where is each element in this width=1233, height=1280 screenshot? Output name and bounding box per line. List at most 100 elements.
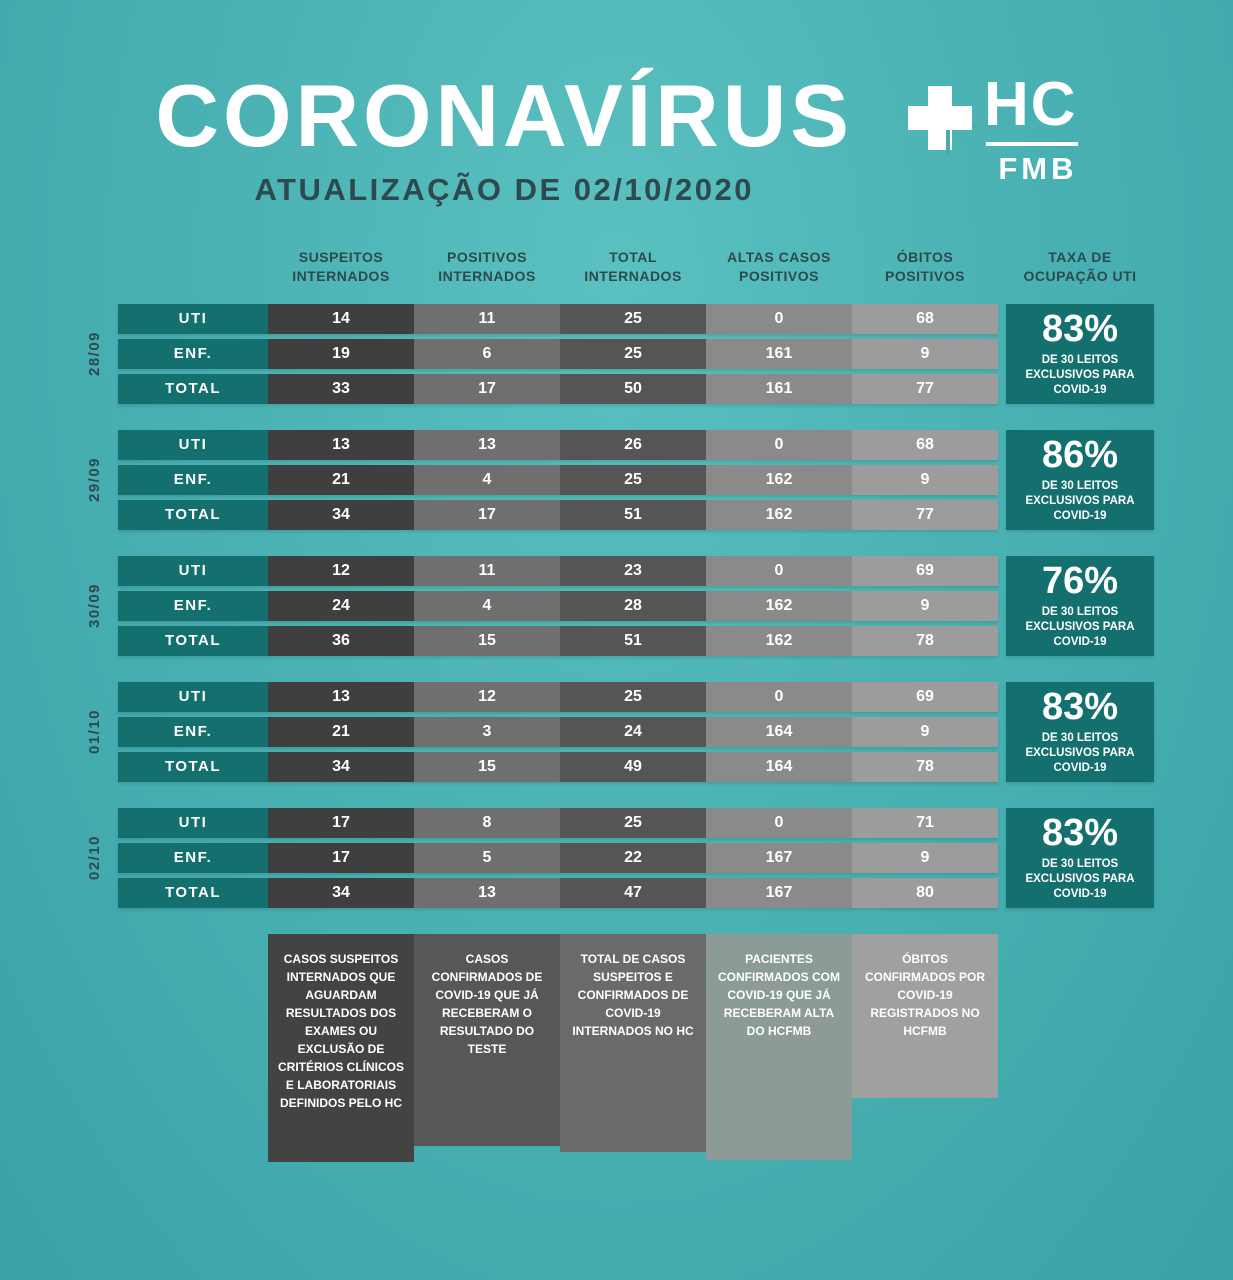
total-internados-cell: 26 bbox=[560, 429, 706, 460]
date-group-29-09: 29/09 UTI 13 13 26 0 68 ENF. 21 4 25 162 bbox=[72, 429, 1154, 530]
suspeitos-cell: 13 bbox=[268, 681, 414, 712]
table-row-total: TOTAL 34 15 49 164 78 bbox=[118, 751, 998, 782]
occupancy-box: 86% DE 30 LEITOS EXCLUSIVOS PARA COVID-1… bbox=[1006, 429, 1154, 530]
positivos-cell: 5 bbox=[414, 842, 560, 873]
table-row-enf: ENF. 17 5 22 167 9 bbox=[118, 842, 998, 873]
occupancy-percent: 76% bbox=[1041, 559, 1119, 602]
group-rows: UTI 14 11 25 0 68 ENF. 19 6 25 161 9 TOT… bbox=[118, 303, 998, 404]
date-column: 30/09 bbox=[72, 556, 118, 656]
total-internados-cell: 49 bbox=[560, 751, 706, 782]
footnote-suspeitos: CASOS SUSPEITOS INTERNADOS QUE AGUARDAM … bbox=[268, 933, 414, 1162]
col-header-positivos: POSITIVOS INTERNADOS bbox=[438, 249, 536, 284]
footnote-total: TOTAL DE CASOS SUSPEITOS E CONFIRMADOS D… bbox=[560, 933, 706, 1152]
suspeitos-cell: 21 bbox=[268, 464, 414, 495]
table-row-uti: UTI 17 8 25 0 71 bbox=[118, 807, 998, 838]
row-label-cell: UTI bbox=[118, 807, 268, 838]
table-row-enf: ENF. 21 3 24 164 9 bbox=[118, 716, 998, 747]
positivos-cell: 15 bbox=[414, 751, 560, 782]
altas-cell: 0 bbox=[706, 555, 852, 586]
suspeitos-cell: 12 bbox=[268, 555, 414, 586]
obitos-cell: 9 bbox=[852, 716, 998, 747]
obitos-cell: 78 bbox=[852, 751, 998, 782]
date-group-28-09: 28/09 UTI 14 11 25 0 68 ENF. 19 6 25 161 bbox=[72, 303, 1154, 404]
obitos-cell: 69 bbox=[852, 555, 998, 586]
obitos-cell: 80 bbox=[852, 877, 998, 908]
obitos-cell: 68 bbox=[852, 429, 998, 460]
altas-cell: 0 bbox=[706, 681, 852, 712]
logo-hc-label: HC bbox=[983, 70, 1078, 139]
date-group-01-10: 01/10 UTI 13 12 25 0 69 ENF. 21 3 24 164 bbox=[72, 681, 1154, 782]
date-group-30-09: 30/09 UTI 12 11 23 0 69 ENF. 24 4 28 162 bbox=[72, 555, 1154, 656]
date-column: 01/10 bbox=[72, 682, 118, 782]
suspeitos-cell: 36 bbox=[268, 625, 414, 656]
positivos-cell: 6 bbox=[414, 338, 560, 369]
page-title: CORONAVÍRUS bbox=[155, 66, 853, 165]
date-column: 02/10 bbox=[72, 808, 118, 908]
col-header-total: TOTAL INTERNADOS bbox=[584, 249, 682, 284]
altas-cell: 167 bbox=[706, 877, 852, 908]
altas-cell: 0 bbox=[706, 429, 852, 460]
hospital-cross-icon bbox=[908, 86, 976, 154]
positivos-cell: 11 bbox=[414, 555, 560, 586]
total-internados-cell: 25 bbox=[560, 464, 706, 495]
table-row-enf: ENF. 24 4 28 162 9 bbox=[118, 590, 998, 621]
occupancy-note: DE 30 LEITOS EXCLUSIVOS PARA COVID-19 bbox=[1025, 731, 1135, 774]
row-label-cell: TOTAL bbox=[118, 373, 268, 404]
occupancy-note: DE 30 LEITOS EXCLUSIVOS PARA COVID-19 bbox=[1025, 857, 1135, 900]
row-label-cell: TOTAL bbox=[118, 751, 268, 782]
altas-cell: 161 bbox=[706, 373, 852, 404]
occupancy-percent: 83% bbox=[1041, 307, 1119, 350]
footnotes: CASOS SUSPEITOS INTERNADOS QUE AGUARDAM … bbox=[72, 933, 1154, 1162]
row-label-cell: ENF. bbox=[118, 590, 268, 621]
date-group-02-10: 02/10 UTI 17 8 25 0 71 ENF. 17 5 22 167 bbox=[72, 807, 1154, 908]
table-row-total: TOTAL 34 17 51 162 77 bbox=[118, 499, 998, 530]
column-headers: SUSPEITOS INTERNADOS POSITIVOS INTERNADO… bbox=[72, 248, 1154, 286]
date-column: 29/09 bbox=[72, 430, 118, 530]
positivos-cell: 13 bbox=[414, 429, 560, 460]
row-label-cell: TOTAL bbox=[118, 625, 268, 656]
row-label-cell: TOTAL bbox=[118, 499, 268, 530]
row-label-cell: UTI bbox=[118, 681, 268, 712]
altas-cell: 161 bbox=[706, 338, 852, 369]
total-internados-cell: 23 bbox=[560, 555, 706, 586]
positivos-cell: 15 bbox=[414, 625, 560, 656]
date-label: 29/09 bbox=[86, 457, 104, 503]
obitos-cell: 9 bbox=[852, 464, 998, 495]
total-internados-cell: 51 bbox=[560, 499, 706, 530]
positivos-cell: 4 bbox=[414, 464, 560, 495]
suspeitos-cell: 21 bbox=[268, 716, 414, 747]
total-internados-cell: 47 bbox=[560, 877, 706, 908]
total-internados-cell: 24 bbox=[560, 716, 706, 747]
row-label-cell: UTI bbox=[118, 303, 268, 334]
total-internados-cell: 50 bbox=[560, 373, 706, 404]
occupancy-note: DE 30 LEITOS EXCLUSIVOS PARA COVID-19 bbox=[1025, 479, 1135, 522]
row-label-cell: ENF. bbox=[118, 464, 268, 495]
obitos-cell: 9 bbox=[852, 842, 998, 873]
altas-cell: 162 bbox=[706, 625, 852, 656]
table-row-uti: UTI 13 13 26 0 68 bbox=[118, 429, 998, 460]
date-label: 28/09 bbox=[86, 331, 104, 377]
suspeitos-cell: 17 bbox=[268, 842, 414, 873]
logo-divider bbox=[985, 141, 1078, 146]
total-internados-cell: 25 bbox=[560, 338, 706, 369]
update-date-subtitle: ATUALIZAÇÃO DE 02/10/2020 bbox=[254, 172, 754, 207]
suspeitos-cell: 33 bbox=[268, 373, 414, 404]
row-label-cell: UTI bbox=[118, 429, 268, 460]
occupancy-box: 83% DE 30 LEITOS EXCLUSIVOS PARA COVID-1… bbox=[1006, 681, 1154, 782]
group-rows: UTI 13 13 26 0 68 ENF. 21 4 25 162 9 TOT… bbox=[118, 429, 998, 530]
row-label-cell: ENF. bbox=[118, 338, 268, 369]
total-internados-cell: 25 bbox=[560, 681, 706, 712]
altas-cell: 167 bbox=[706, 842, 852, 873]
table-row-uti: UTI 12 11 23 0 69 bbox=[118, 555, 998, 586]
total-internados-cell: 22 bbox=[560, 842, 706, 873]
hcfmb-logo: HC FMB bbox=[908, 70, 1078, 187]
total-internados-cell: 25 bbox=[560, 807, 706, 838]
table-row-total: TOTAL 33 17 50 161 77 bbox=[118, 373, 998, 404]
group-rows: UTI 12 11 23 0 69 ENF. 24 4 28 162 9 TOT… bbox=[118, 555, 998, 656]
col-header-altas: ALTAS CASOS POSITIVOS bbox=[727, 249, 831, 284]
positivos-cell: 17 bbox=[414, 499, 560, 530]
total-internados-cell: 51 bbox=[560, 625, 706, 656]
occupancy-note: DE 30 LEITOS EXCLUSIVOS PARA COVID-19 bbox=[1025, 605, 1135, 648]
table-row-uti: UTI 14 11 25 0 68 bbox=[118, 303, 998, 334]
table-row-total: TOTAL 36 15 51 162 78 bbox=[118, 625, 998, 656]
